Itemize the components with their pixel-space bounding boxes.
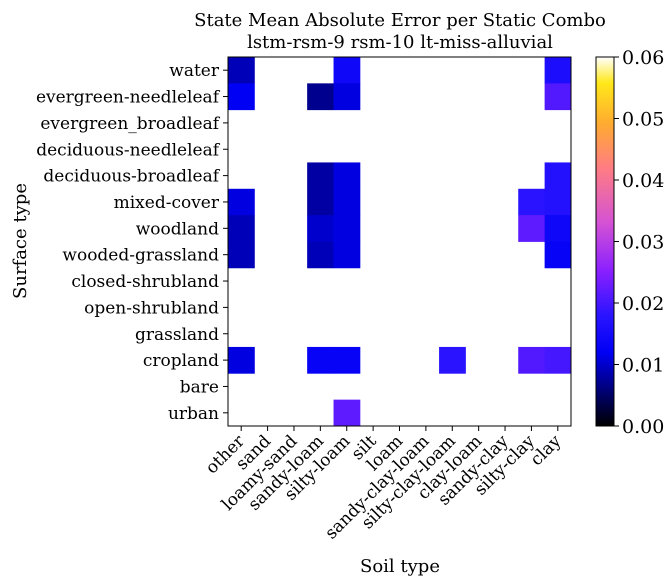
- y-tick-label: cropland: [143, 351, 219, 371]
- heatmap-cell: [333, 162, 361, 190]
- heatmap-cell: [307, 162, 334, 190]
- y-tick-label: evergreen-needleleaf: [36, 88, 221, 108]
- heatmap-cell: [544, 162, 572, 190]
- heatmap-cell: [228, 83, 255, 111]
- heatmap-cell: [333, 346, 361, 374]
- y-tick-label: woodland: [136, 219, 219, 239]
- heatmap-cell: [228, 346, 255, 374]
- heatmap-cell: [307, 188, 334, 216]
- y-tick-label: wooded-grassland: [62, 246, 219, 266]
- heatmap-cell: [544, 346, 572, 374]
- y-axis-label: Surface type: [10, 183, 31, 299]
- colorbar-tick-label: 0.02: [622, 293, 664, 315]
- colorbar-tick-label: 0.03: [622, 232, 664, 254]
- heatmap-cell: [544, 83, 572, 111]
- heatmap-cell: [518, 215, 546, 242]
- heatmap-cell: [333, 241, 361, 269]
- heatmap-cell: [439, 346, 466, 374]
- heatmap-cell: [307, 215, 334, 242]
- heatmap-cell: [333, 57, 361, 84]
- y-tick-label: water: [169, 61, 220, 81]
- y-tick-label: grassland: [135, 325, 219, 345]
- heatmap-cell: [228, 241, 255, 269]
- heatmap-cell: [307, 83, 334, 111]
- y-axis-ticks: water evergreen-needleleaf evergreen_broad…: [36, 61, 228, 424]
- heatmap-cell: [544, 215, 572, 242]
- colorbar-ticks: 0.00 0.01 0.02 0.03 0.04 0.05 0.06: [614, 47, 664, 438]
- heatmap-cell: [518, 346, 546, 374]
- heatmap-cell: [333, 215, 361, 242]
- heatmap-cell: [307, 346, 334, 374]
- colorbar-tick-label: 0.06: [622, 47, 664, 69]
- x-axis-label: Soil type: [360, 556, 440, 577]
- heatmap-cell: [333, 188, 361, 216]
- colorbar-tick-label: 0.05: [622, 109, 664, 131]
- heatmap-cell: [544, 188, 572, 216]
- colorbar: [596, 57, 614, 426]
- heatmap-cell: [228, 215, 255, 242]
- colorbar-tick-label: 0.04: [622, 170, 664, 192]
- colorbar-tick-label: 0.01: [622, 355, 664, 377]
- heatmap-cell: [518, 188, 546, 216]
- y-tick-label: open-shrubland: [84, 298, 219, 318]
- y-tick-label: deciduous-broadleaf: [43, 167, 220, 187]
- y-tick-label: mixed-cover: [114, 193, 220, 213]
- y-tick-label: evergreen_broadleaf: [40, 114, 220, 134]
- heatmap-cells: [228, 57, 572, 427]
- heatmap-cell: [333, 83, 361, 111]
- heatmap-cell: [307, 241, 334, 269]
- y-tick-label: urban: [168, 404, 219, 424]
- chart-subtitle: lstm-rsm-9 rsm-10 lt-miss-alluvial: [247, 32, 553, 53]
- heatmap-cell: [544, 57, 572, 84]
- chart-title: State Mean Absolute Error per Static Com…: [194, 10, 606, 31]
- x-tick-label: clay: [527, 431, 566, 470]
- heatmap-cell: [544, 241, 572, 269]
- heatmap-cell: [333, 399, 361, 427]
- heatmap-cell: [228, 57, 255, 84]
- y-tick-label: bare: [180, 377, 219, 397]
- colorbar-tick-label: 0.00: [622, 416, 664, 438]
- y-tick-label: deciduous-needleleaf: [36, 140, 220, 160]
- y-tick-label: closed-shrubland: [71, 272, 219, 292]
- x-axis-ticks: othersandloamy-sandsandy-loamsilty-loams…: [202, 426, 566, 543]
- heatmap-cell: [228, 188, 255, 216]
